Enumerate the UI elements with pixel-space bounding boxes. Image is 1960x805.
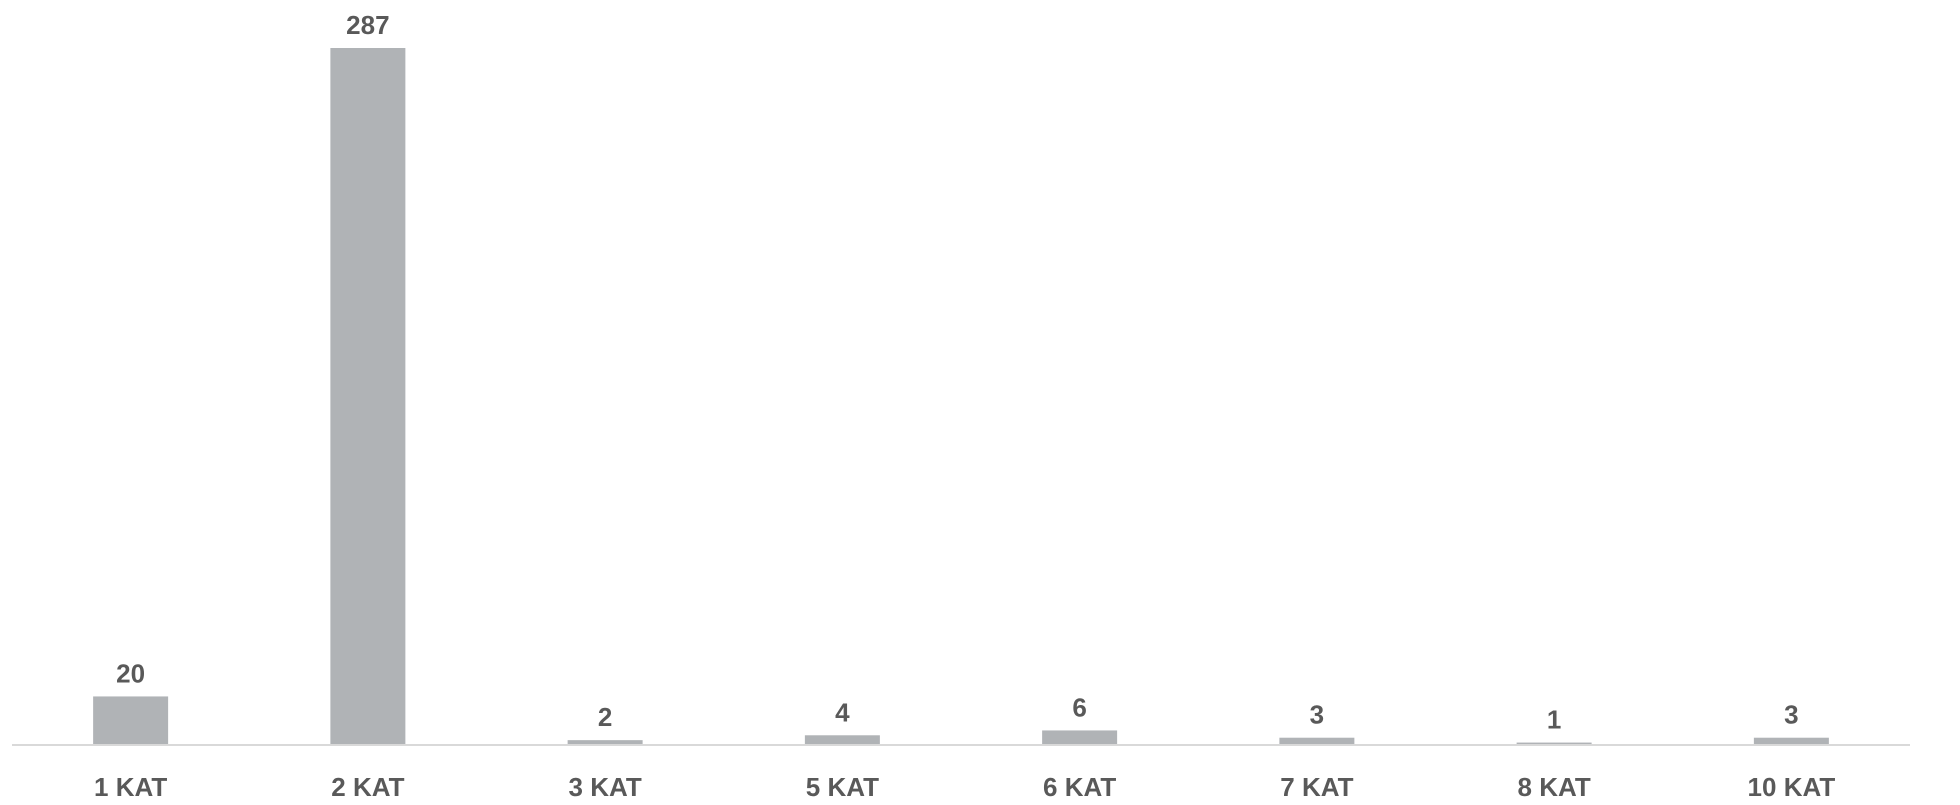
bar-8-kat	[1516, 742, 1592, 745]
bar-5-kat	[804, 735, 880, 745]
x-tick-label: 3 KAT	[569, 772, 642, 802]
bar-1-kat	[93, 696, 169, 745]
x-tick-label: 7 KAT	[1280, 772, 1353, 802]
data-label: 20	[116, 658, 145, 688]
value-labels-group: 20 287 2 4 6 3 1 3	[116, 10, 1798, 735]
bar-6-kat	[1042, 730, 1118, 745]
category-labels-group: 1 KAT 2 KAT 3 KAT 5 KAT 6 KAT 7 KAT 8 KAT 10 KA…	[94, 772, 1835, 802]
data-label: 2	[598, 702, 612, 732]
bar-2-kat	[330, 48, 406, 745]
data-label: 287	[346, 10, 389, 40]
data-label: 1	[1547, 705, 1561, 735]
x-tick-label: 10 KAT	[1748, 772, 1836, 802]
x-tick-label: 6 KAT	[1043, 772, 1116, 802]
data-label: 3	[1310, 700, 1324, 730]
bar-7-kat	[1279, 737, 1355, 745]
bar-3-kat	[567, 740, 643, 745]
x-tick-label: 2 KAT	[331, 772, 404, 802]
data-label: 3	[1784, 700, 1798, 730]
x-tick-label: 8 KAT	[1518, 772, 1591, 802]
data-label: 6	[1072, 692, 1086, 722]
x-tick-label: 1 KAT	[94, 772, 167, 802]
bars-group	[93, 48, 1829, 745]
x-tick-label: 5 KAT	[806, 772, 879, 802]
bar-10-kat	[1753, 737, 1829, 745]
data-label: 4	[835, 697, 850, 727]
